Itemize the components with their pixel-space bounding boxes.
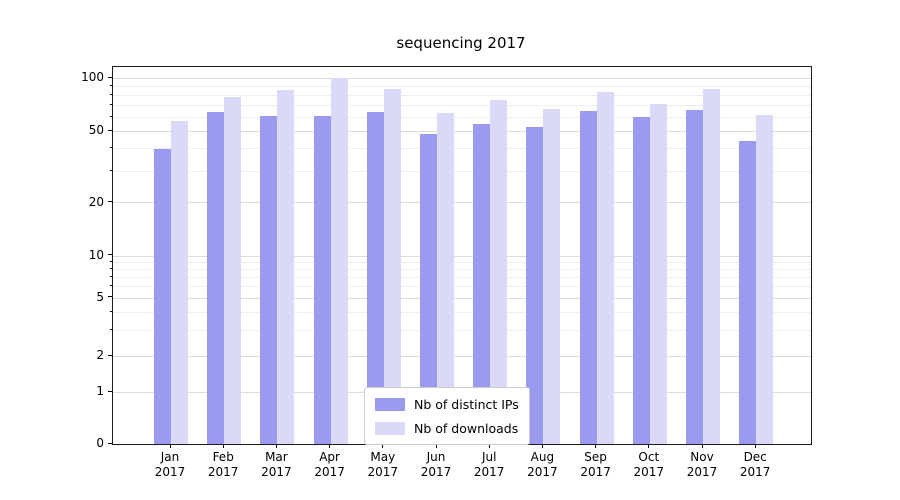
x-tick-label: Aug 2017 <box>527 450 558 479</box>
bar-downloads-jan <box>171 121 188 444</box>
bar-downloads-nov <box>703 88 720 444</box>
gridline-minor <box>113 277 811 279</box>
gridline-minor <box>113 148 811 150</box>
gridline-minor <box>113 261 811 263</box>
bar-downloads-mar <box>277 90 295 444</box>
x-tick-label: Nov 2017 <box>686 450 718 479</box>
bar-distinct-ips-oct <box>632 117 650 444</box>
gridline-minor <box>113 85 811 87</box>
gridline-minor <box>113 94 811 96</box>
bar-distinct-ips-feb <box>207 112 225 444</box>
bar-distinct-ips-apr <box>313 115 331 444</box>
gridline-major <box>113 130 811 132</box>
bar-distinct-ips-sep <box>579 110 597 444</box>
bar-downloads-sep <box>596 92 614 444</box>
gridline-major <box>113 355 811 357</box>
gridline-minor <box>113 329 811 331</box>
x-tick-label: Jan 2017 <box>154 450 186 479</box>
x-tick-label: Sep 2017 <box>580 450 611 479</box>
x-tick-label: Jun 2017 <box>420 450 452 479</box>
gridline-minor <box>113 269 811 271</box>
legend-label-distinct-ips: Nb of distinct IPs <box>414 396 519 412</box>
bar-downloads-dec <box>756 114 774 444</box>
gridline-minor <box>113 116 811 118</box>
bar-downloads-feb <box>224 97 242 444</box>
bar-downloads-jun <box>437 113 454 444</box>
bar-downloads-apr <box>330 78 348 444</box>
bar-distinct-ips-jan <box>154 148 171 444</box>
gridline-minor <box>113 286 811 288</box>
x-tick-label: Dec 2017 <box>739 450 771 479</box>
bar-distinct-ips-aug <box>526 126 544 444</box>
gridline-minor <box>113 104 811 106</box>
legend: Nb of distinct IPs Nb of downloads <box>364 387 530 445</box>
gridline-minor <box>113 170 811 172</box>
bar-downloads-aug <box>543 108 561 444</box>
bar-downloads-jul <box>490 100 508 444</box>
legend-item-downloads: Nb of downloads <box>375 418 519 438</box>
legend-item-distinct-ips: Nb of distinct IPs <box>375 394 519 414</box>
y-tick-label: 1 <box>96 384 104 398</box>
x-tick-label: Apr 2017 <box>314 450 345 479</box>
bar-distinct-ips-mar <box>260 115 278 444</box>
bar-distinct-ips-dec <box>739 141 757 444</box>
x-tick-label: Jul 2017 <box>473 450 505 479</box>
y-tick-label: 50 <box>88 123 104 137</box>
x-tick-label: Oct 2017 <box>633 450 665 479</box>
bar-distinct-ips-may <box>366 112 384 444</box>
gridline-minor <box>113 311 811 313</box>
gridline-major <box>113 77 811 79</box>
y-tick-label: 10 <box>88 247 104 262</box>
y-tick-label: 20 <box>88 194 104 209</box>
bar-distinct-ips-nov <box>686 109 703 444</box>
y-tick-label: 2 <box>96 348 104 362</box>
plot-area <box>112 66 812 445</box>
legend-label-downloads: Nb of downloads <box>414 420 519 436</box>
y-tick-label: 5 <box>96 289 104 304</box>
chart-title: sequencing 2017 <box>396 34 526 52</box>
x-tick-label: May 2017 <box>367 450 399 479</box>
legend-swatch-distinct-ips <box>375 397 405 411</box>
bar-distinct-ips-jun <box>420 134 437 444</box>
gridline-major <box>113 297 811 299</box>
y-tick-label: 0 <box>96 436 104 450</box>
gridline-major <box>113 255 811 257</box>
bar-distinct-ips-jul <box>473 123 491 444</box>
bar-downloads-oct <box>649 104 667 444</box>
gridline-major <box>113 202 811 204</box>
bar-downloads-may <box>383 88 401 444</box>
legend-swatch-downloads <box>375 421 405 435</box>
y-tick-label: 100 <box>81 70 104 84</box>
x-tick-label: Mar 2017 <box>261 450 292 479</box>
x-tick-label: Feb 2017 <box>207 450 239 479</box>
